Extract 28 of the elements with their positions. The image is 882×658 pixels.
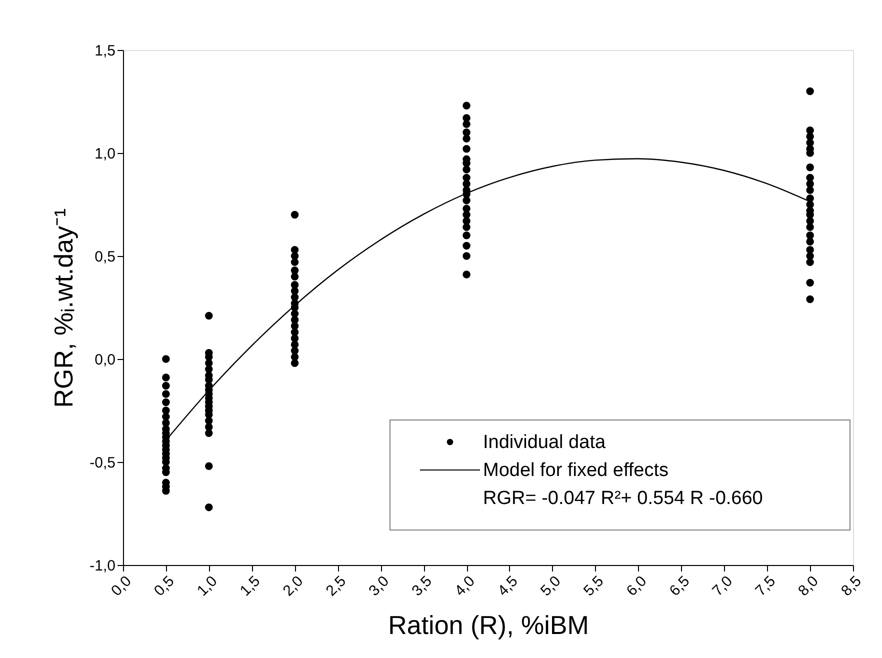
x-tick-label: 6,0 — [623, 572, 650, 600]
y-tick-label: 0,0 — [94, 352, 116, 368]
x-tick-label: 8,5 — [838, 572, 865, 600]
x-tick-label: 3,0 — [366, 572, 392, 600]
x-tick-label: 3,5 — [408, 572, 436, 600]
x-tick-label: 2,5 — [322, 572, 350, 600]
y-tick-label: 0,5 — [94, 248, 116, 266]
x-tick-label: 2,0 — [280, 572, 307, 600]
x-tick-label: 7,5 — [752, 572, 779, 600]
x-tick-label: 1,0 — [194, 572, 221, 600]
x-tick-label: 4,0 — [452, 572, 478, 600]
x-tick-label: 4,5 — [494, 572, 522, 600]
y-tick-label: 1,5 — [94, 42, 116, 60]
y-tick-label: -0,5 — [90, 454, 116, 472]
y-axis-title: RGR, %ᵢ.wt.day⁻¹ — [48, 208, 79, 408]
x-tick-label: 8,0 — [795, 572, 822, 600]
legend-label: Model for fixed effects — [483, 460, 669, 481]
x-tick-label: 1,5 — [236, 572, 264, 600]
annotation: RGR= -0.047 R²+ 0.554 R -0.660 — [483, 488, 763, 509]
x-tick-label: 6,5 — [666, 572, 694, 600]
y-tick-label: -1,0 — [90, 558, 116, 574]
x-tick-label: 0,5 — [150, 572, 178, 600]
x-tick-label: 5,5 — [580, 572, 608, 600]
legend-label: Individual data — [483, 432, 606, 453]
y-tick-label: 1,0 — [94, 146, 116, 162]
x-tick-label: 5,0 — [537, 572, 564, 600]
x-tick-label: 7,0 — [709, 572, 736, 600]
x-axis-title: Ration (R), %iBM — [388, 610, 589, 640]
